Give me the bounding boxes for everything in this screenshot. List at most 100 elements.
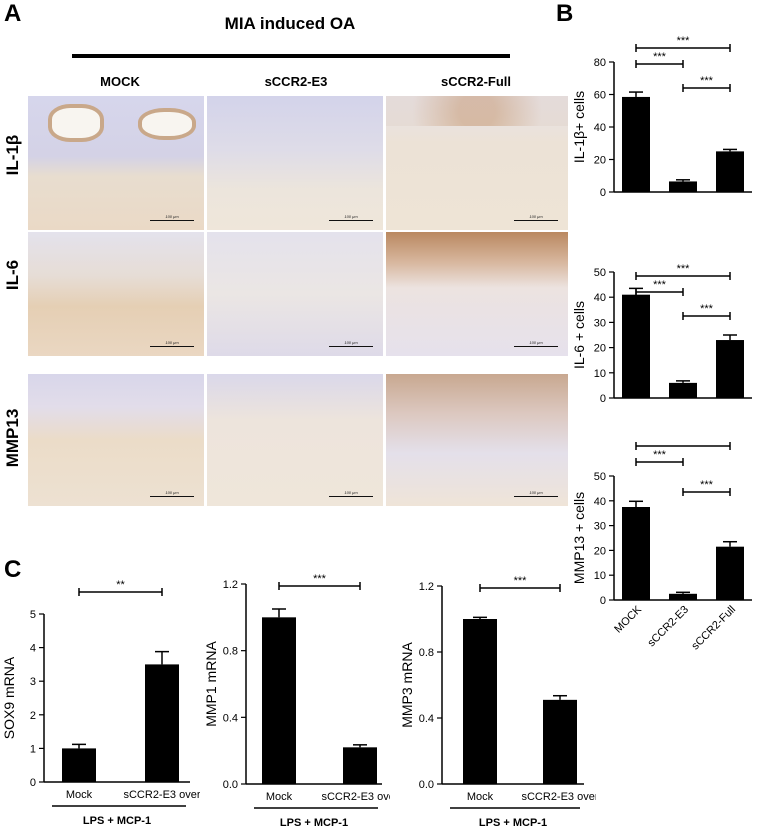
chart-mmp3-mrna: 0.0 0.4 0.8 1.2 MMP3 mRNA *** Mock sCCR2-E3 ove… — [399, 575, 596, 829]
chart-il6-cells: 0 10 20 30 40 50 IL-6 + cells *** *** *** — [571, 263, 752, 405]
scale-label: 100 μm — [529, 214, 543, 219]
chart-2-sig-label-0: *** — [653, 449, 667, 461]
scale-label: 100 μm — [344, 490, 358, 495]
chart-0-y-tick-label: 0 — [600, 187, 606, 199]
chart-4-sig-label-0: *** — [313, 573, 327, 585]
chart-5-y-label: MMP3 mRNA — [399, 642, 415, 728]
chart-5-bar-0 — [463, 619, 497, 784]
chart-0-y-label: IL-1β+ cells — [571, 91, 587, 163]
chart-1-y-tick-label: 30 — [594, 317, 606, 329]
chart-3-group-label: LPS + MCP-1 — [83, 815, 151, 827]
chart-4-y-tick-label: 0.0 — [223, 779, 238, 791]
chart-0-sig-label-2: *** — [677, 35, 691, 47]
scale-label: 100 μm — [165, 490, 179, 495]
chart-sox9-mrna: 0 1 2 3 4 5 SOX9 mRNA ** Mock sCCR2-E3 over LPS + … — [1, 580, 200, 827]
chart-0-bar-2 — [716, 151, 744, 192]
chart-0-sig-label-1: *** — [700, 75, 714, 87]
micrograph-sccr2-e3-il6: 100 μm — [207, 232, 383, 356]
row-header-mmp13: MMP13 — [3, 408, 22, 468]
chart-0-sig-label-0: *** — [653, 51, 667, 63]
chart-mmp1-mrna: 0.0 0.4 0.8 1.2 MMP1 mRNA *** Mock sCCR2-E3 ove… — [203, 573, 390, 829]
chart-3-bar-0 — [62, 748, 96, 782]
scale-label: 100 μm — [165, 340, 179, 345]
chart-4-bar-0 — [262, 617, 296, 784]
chart-1-y-tick-label: 20 — [594, 343, 606, 355]
chart-4-x-label-0: Mock — [266, 791, 293, 803]
chart-4-group-label: LPS + MCP-1 — [280, 817, 348, 829]
chart-1-y-tick-label: 40 — [594, 292, 606, 304]
chart-1-bar-0 — [622, 294, 650, 398]
row-header-il1b: IL-1β — [3, 134, 22, 176]
panel-a-letter: A — [4, 0, 22, 27]
chart-3-y-tick-label: 2 — [30, 710, 36, 722]
chart-0-bar-0 — [622, 96, 650, 192]
micrograph-mock-il6: 100 μm — [28, 232, 204, 356]
scale-label: 100 μm — [344, 214, 358, 219]
scale-label: 100 μm — [529, 490, 543, 495]
chart-5-y-tick-label: 0.4 — [419, 713, 434, 725]
chart-3-y-tick-label: 5 — [30, 609, 36, 621]
chart-3-y-tick-label: 1 — [30, 743, 36, 755]
chart-0-y-tick-label: 60 — [594, 90, 606, 102]
row-header-il6: IL-6 — [3, 259, 22, 291]
chart-3-sig-label-0: ** — [116, 580, 125, 591]
column-header-sccr2-full: sCCR2-Full — [440, 74, 512, 89]
chart-2-x-label-2: sCCR2-Full — [689, 604, 738, 653]
scale-label: 100 μm — [165, 214, 179, 219]
chart-0-y-tick-label: 40 — [594, 122, 606, 134]
column-header-mock: MOCK — [100, 74, 140, 89]
column-header-sccr2-e3: sCCR2-E3 — [264, 74, 328, 89]
chart-1-y-tick-label: 0 — [600, 393, 606, 405]
panel-c-letter: C — [4, 556, 22, 583]
chart-1-sig-label-0: *** — [653, 279, 667, 291]
chart-3-y-label: SOX9 mRNA — [1, 656, 17, 739]
chart-3-bar-1 — [145, 664, 179, 782]
chart-2-bar-2 — [716, 546, 744, 600]
chart-2-y-tick-label: 30 — [594, 521, 606, 533]
chart-1-bar-1 — [669, 382, 697, 398]
chart-5-group-label: LPS + MCP-1 — [479, 817, 547, 829]
chart-0-y-tick-label: 20 — [594, 155, 606, 167]
micrograph-mock-mmp13: 100 μm — [28, 374, 204, 506]
micrograph-sccr2-full-il6: 100 μm — [386, 232, 568, 356]
chart-2-y-label: MMP13 + cells — [571, 492, 587, 584]
chart-1-y-tick-label: 10 — [594, 368, 606, 380]
chart-2-y-tick-label: 50 — [594, 471, 606, 483]
chart-4-y-tick-label: 1.2 — [223, 579, 238, 591]
scale-label: 100 μm — [529, 340, 543, 345]
chart-0-y-tick-label: 80 — [594, 57, 606, 69]
micrograph-sccr2-e3-mmp13: 100 μm — [207, 374, 383, 506]
chart-2-bar-0 — [622, 507, 650, 600]
chart-2-y-tick-label: 40 — [594, 496, 606, 508]
chart-2-y-tick-label: 20 — [594, 545, 606, 557]
micrograph-sccr2-e3-il1b: 100 μm — [207, 96, 383, 230]
chart-4-x-label-1: sCCR2-E3 over — [321, 791, 390, 803]
chart-5-x-label-1: sCCR2-E3 over — [521, 791, 596, 803]
chart-2-x-label-1: sCCR2-E3 — [645, 604, 691, 650]
chart-1-bar-2 — [716, 340, 744, 398]
chart-3-y-tick-label: 4 — [30, 643, 36, 655]
micrograph-sccr2-full-mmp13: 100 μm — [386, 374, 568, 506]
chart-1-sig-label-1: *** — [700, 303, 714, 315]
chart-4-y-label: MMP1 mRNA — [203, 641, 219, 727]
chart-4-y-tick-label: 0.8 — [223, 646, 238, 658]
chart-3-y-tick-label: 0 — [30, 777, 36, 789]
chart-2-y-tick-label: 10 — [594, 570, 606, 582]
chart-1-y-tick-label: 50 — [594, 267, 606, 279]
scale-label: 100 μm — [344, 340, 358, 345]
oa-title: MIA induced OA — [224, 14, 356, 33]
chart-3-x-label-1: sCCR2-E3 over — [123, 789, 200, 801]
chart-2-bar-1 — [669, 593, 697, 600]
chart-5-y-tick-label: 1.2 — [419, 581, 434, 593]
chart-3-x-label-0: Mock — [66, 789, 93, 801]
chart-1-sig-label-2: *** — [677, 263, 691, 275]
chart-4-bar-1 — [343, 747, 377, 784]
chart-4-y-tick-label: 0.4 — [223, 712, 238, 724]
panel-b-letter: B — [556, 0, 574, 27]
micrograph-sccr2-full-il1b: 100 μm — [386, 96, 568, 230]
oa-title-underline — [72, 54, 510, 58]
chart-5-bar-1 — [543, 699, 577, 784]
micrograph-mock-il1b: 100 μm — [28, 96, 204, 230]
chart-il1b-cells: 0 20 40 60 80 IL-1β+ cells *** *** *** — [571, 35, 752, 199]
